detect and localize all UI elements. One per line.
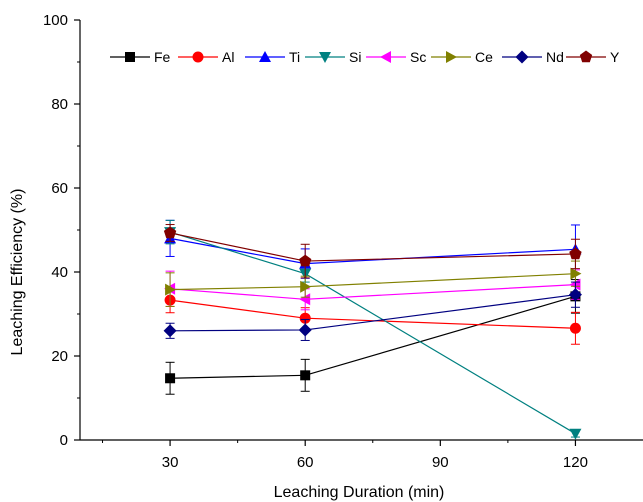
x-tick-label: 60 — [297, 454, 314, 471]
legend-item-al: Al — [178, 49, 234, 65]
y-axis-title: Leaching Efficiency (%) — [9, 189, 26, 356]
series-line-nd — [170, 294, 576, 332]
legend-item-nd: Nd — [502, 49, 564, 65]
data-point-sc — [299, 293, 311, 306]
series-nd — [163, 281, 582, 341]
y-tick-label: 60 — [51, 180, 68, 197]
legend-marker-ti — [259, 51, 271, 62]
legend-marker-si — [319, 52, 331, 63]
series-fe — [165, 279, 581, 395]
legend-item-ce: Ce — [431, 49, 493, 65]
data-point-fe — [165, 373, 176, 384]
y-tick-label: 40 — [51, 264, 68, 281]
data-point-y — [569, 247, 582, 260]
data-point-ce — [165, 283, 177, 296]
legend-marker-ce — [446, 51, 457, 63]
legend-item-y: Y — [566, 49, 620, 65]
legend-label-sc: Sc — [410, 49, 426, 65]
series-layer — [163, 219, 582, 440]
legend-item-fe: Fe — [110, 49, 171, 65]
legend-marker-y — [579, 50, 593, 63]
x-tick-label: 90 — [432, 454, 449, 471]
series-ce — [165, 260, 582, 307]
legend-item-sc: Sc — [366, 49, 426, 65]
legend-label-si: Si — [349, 49, 361, 65]
x-axis-title: Leaching Duration (min) — [274, 484, 445, 501]
y-tick-label: 0 — [60, 432, 68, 449]
series-line-si — [169, 231, 576, 435]
x-tick-label: 120 — [563, 454, 588, 471]
series-line-sc — [170, 284, 576, 300]
data-point-nd — [568, 288, 582, 302]
series-line-y — [169, 232, 576, 262]
data-point-al — [299, 312, 311, 324]
legend-item-si: Si — [305, 49, 361, 65]
legend-label-ti: Ti — [289, 49, 300, 65]
legend-label-nd: Nd — [546, 49, 564, 65]
legend-label-ce: Ce — [475, 49, 493, 65]
data-point-y — [299, 254, 312, 267]
series-y — [163, 224, 582, 279]
legend-marker-fe — [125, 52, 135, 62]
data-point-ce — [300, 280, 312, 293]
data-point-y — [163, 226, 177, 239]
data-point-fe — [300, 370, 311, 381]
legend: Fe Al Ti Si Sc Ce Nd Y — [110, 49, 620, 65]
series-sc — [164, 269, 581, 311]
x-tick-label: 30 — [162, 454, 179, 471]
y-tick-label: 100 — [43, 12, 68, 29]
legend-label-y: Y — [610, 49, 620, 65]
legend-label-fe: Fe — [154, 49, 171, 65]
series-line-ce — [170, 273, 576, 291]
y-tick-label: 80 — [51, 96, 68, 113]
data-point-al — [569, 322, 581, 334]
data-point-si — [569, 428, 582, 440]
data-point-nd — [163, 324, 177, 338]
data-point-nd — [298, 323, 312, 337]
legend-item-ti: Ti — [245, 49, 300, 65]
legend-marker-sc — [380, 51, 391, 63]
data-point-ce — [570, 267, 582, 280]
y-tick-label: 20 — [51, 348, 68, 365]
legend-label-al: Al — [222, 49, 234, 65]
legend-marker-al — [192, 51, 204, 63]
legend-marker-nd — [515, 50, 529, 64]
axes: 0 20 40 60 80 100 30 60 90 120 — [43, 12, 643, 471]
